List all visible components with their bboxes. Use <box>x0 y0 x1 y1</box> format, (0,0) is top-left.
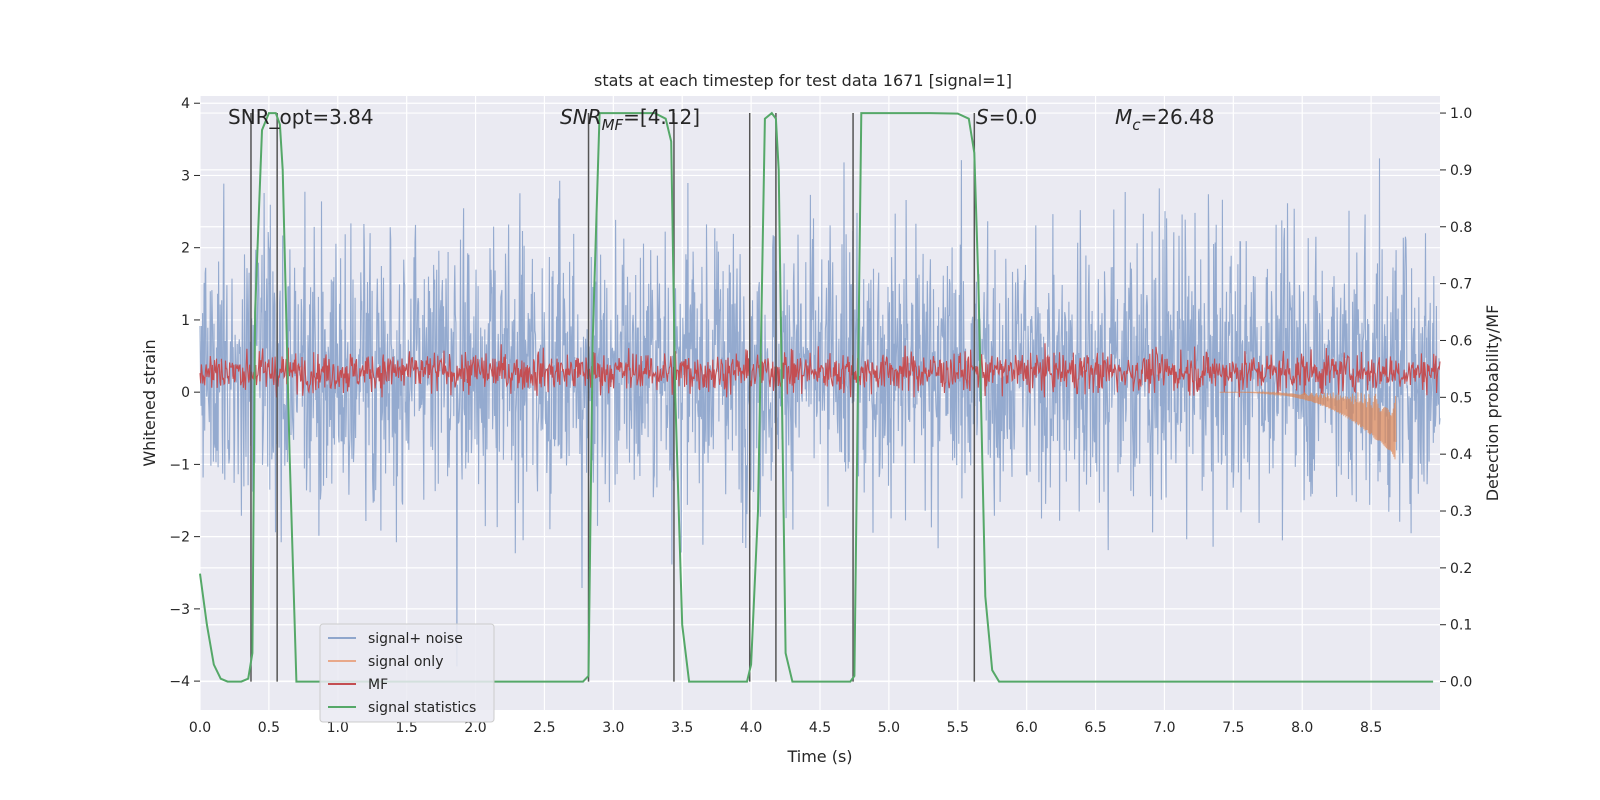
detection-marker-lines <box>250 113 976 682</box>
signal-statistics-series <box>199 111 1434 683</box>
legend-label-signal-only: signal only <box>368 654 443 670</box>
y2-tick-label: 0.9 <box>1450 163 1472 179</box>
chart-title: stats at each timestep for test data 167… <box>594 71 1012 90</box>
series-line-signal-statistics <box>199 111 1434 683</box>
y-tick-label: 1 <box>181 313 190 329</box>
y2-tick-label: 0.4 <box>1450 447 1472 463</box>
annotation-snr-mf-sub: MF <box>602 116 624 134</box>
y2-tick-label: 0.2 <box>1450 561 1472 577</box>
y2-axis-label: Detection probability/MF <box>1483 305 1502 502</box>
signal-noise-series <box>199 158 1441 667</box>
x-tick-label: 3.0 <box>602 720 624 736</box>
x-tick-label: 1.0 <box>327 720 349 736</box>
legend: signal+ noise signal only MF signal stat… <box>319 623 495 723</box>
x-tick-label: 8.0 <box>1291 720 1313 736</box>
y2-tick-label: 0.3 <box>1450 504 1472 520</box>
y-tick-label: −4 <box>169 674 190 690</box>
annotation-s-value: =0.0 <box>989 105 1038 129</box>
y2-axis-ticks: 1.0 0.9 0.8 0.7 0.6 0.5 0.4 0.3 0.2 0.1 0.0 <box>1440 106 1472 691</box>
y-tick-label: 3 <box>181 168 190 184</box>
y2-tick-label: 0.1 <box>1450 618 1472 634</box>
x-tick-label: 4.0 <box>740 720 762 736</box>
annotation-mc-main: M <box>1115 105 1132 129</box>
y-tick-label: −2 <box>169 530 190 546</box>
x-tick-label: 0.0 <box>189 720 211 736</box>
x-tick-label: 7.0 <box>1153 720 1175 736</box>
legend-label-mf: MF <box>368 677 388 693</box>
annotation-mc-value: =26.48 <box>1141 105 1215 129</box>
x-tick-label: 5.5 <box>947 720 969 736</box>
legend-label-signal-noise: signal+ noise <box>368 631 463 647</box>
annotation-snr-mf: SNRMF=[4.12] <box>560 105 700 134</box>
x-tick-label: 6.0 <box>1016 720 1038 736</box>
x-tick-label: 7.5 <box>1222 720 1244 736</box>
x-tick-label: 3.5 <box>671 720 693 736</box>
annotation-mc-sub: c <box>1132 116 1141 134</box>
x-tick-label: 4.5 <box>809 720 831 736</box>
y2-tick-label: 0.0 <box>1450 675 1472 691</box>
x-tick-label: 0.5 <box>258 720 280 736</box>
x-axis-label: Time (s) <box>786 747 852 766</box>
y2-tick-label: 1.0 <box>1450 106 1472 122</box>
legend-label-signal-statistics: signal statistics <box>368 700 476 716</box>
x-tick-label: 5.0 <box>878 720 900 736</box>
y-tick-label: 0 <box>181 385 190 401</box>
annotation-s: S=0.0 <box>976 105 1037 129</box>
y2-tick-label: 0.8 <box>1450 220 1472 236</box>
y-tick-label: 2 <box>181 241 190 257</box>
signal-only-series <box>1219 390 1397 460</box>
annotation-s-main: S <box>976 105 989 129</box>
x-axis-ticks: 0.0 0.5 1.0 1.5 2.0 2.5 3.0 3.5 4.0 4.5 5.0 5.5 6.0 6… <box>189 720 1382 736</box>
y-tick-label: 4 <box>181 96 190 112</box>
series-line-signal-only <box>1219 390 1397 460</box>
mf-series <box>199 343 1441 398</box>
y-tick-label: −3 <box>169 602 190 618</box>
x-tick-label: 2.0 <box>464 720 486 736</box>
series-line-signal-noise <box>199 158 1441 667</box>
y-axis-ticks: 4 3 2 1 0 −1 −2 −3 −4 <box>169 96 200 690</box>
y-axis-label: Whitened strain <box>140 339 159 466</box>
annotation-mc: Mc=26.48 <box>1115 105 1215 134</box>
y-tick-label: −1 <box>169 457 190 473</box>
series-line-mf <box>199 343 1441 398</box>
annotation-snr-mf-main: SNR <box>560 105 602 129</box>
legend-box <box>319 623 495 723</box>
y2-tick-label: 0.7 <box>1450 277 1472 293</box>
x-tick-label: 2.5 <box>533 720 555 736</box>
x-tick-label: 8.5 <box>1360 720 1382 736</box>
annotation-snr-mf-value: =[4.12] <box>623 105 700 129</box>
y2-tick-label: 0.5 <box>1450 390 1472 406</box>
x-tick-label: 6.5 <box>1084 720 1106 736</box>
annotation-snr-opt: SNR_opt=3.84 <box>228 105 374 129</box>
x-tick-label: 1.5 <box>396 720 418 736</box>
y2-tick-label: 0.6 <box>1450 333 1472 349</box>
